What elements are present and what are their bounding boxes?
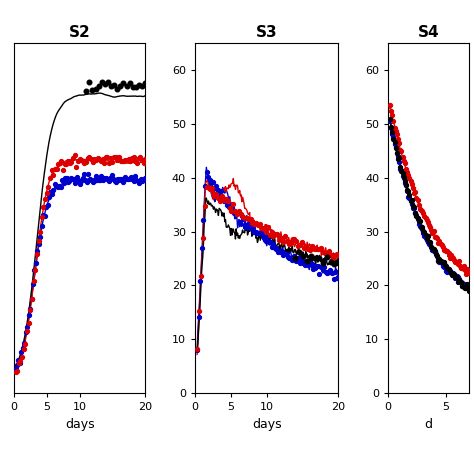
Title: S3: S3 — [256, 25, 277, 40]
Title: S2: S2 — [69, 25, 91, 40]
Title: S4: S4 — [418, 25, 439, 40]
X-axis label: d: d — [425, 418, 433, 431]
X-axis label: days: days — [252, 418, 282, 431]
X-axis label: days: days — [65, 418, 94, 431]
